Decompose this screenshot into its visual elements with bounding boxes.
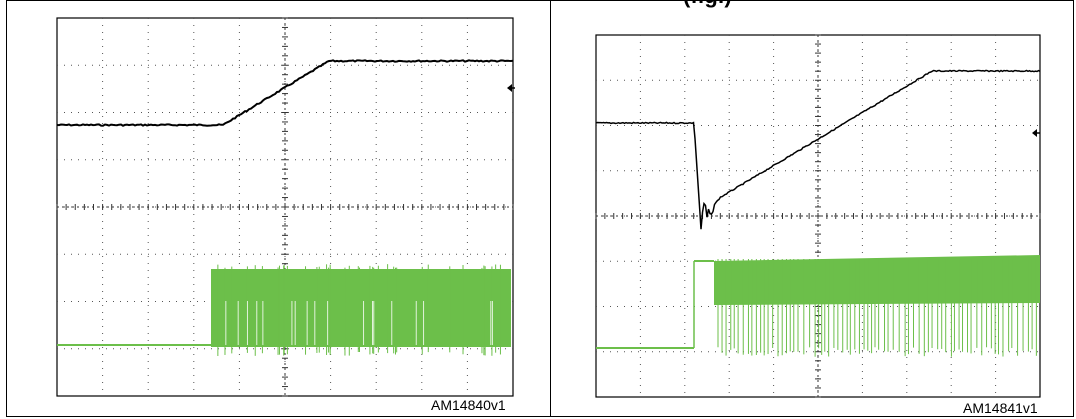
- scope-screen-right: [595, 34, 1041, 398]
- scope-panel-left: AM14840v1: [7, 1, 550, 416]
- panel-divider: [550, 1, 551, 416]
- figure-frame: (fig.) AM14840v1 AM14841v1: [6, 0, 1074, 417]
- top-trace: [56, 59, 514, 127]
- figure-caption-fragment: (fig.): [683, 0, 732, 9]
- scope-screen-left: [56, 17, 515, 397]
- channel-marker-arrow: [1032, 129, 1040, 137]
- panel-id-label-left: AM14840v1: [431, 397, 506, 413]
- channel-marker-arrow: [507, 84, 515, 92]
- panel-id-label-right: AM14841v1: [963, 400, 1038, 416]
- bottom-trace: [596, 255, 1040, 357]
- scope-panel-right: AM14841v1: [551, 1, 1075, 416]
- top-trace: [595, 69, 1041, 230]
- bottom-trace-burst: [211, 269, 511, 347]
- bottom-trace-burst: [714, 255, 1040, 305]
- bottom-trace: [57, 264, 511, 356]
